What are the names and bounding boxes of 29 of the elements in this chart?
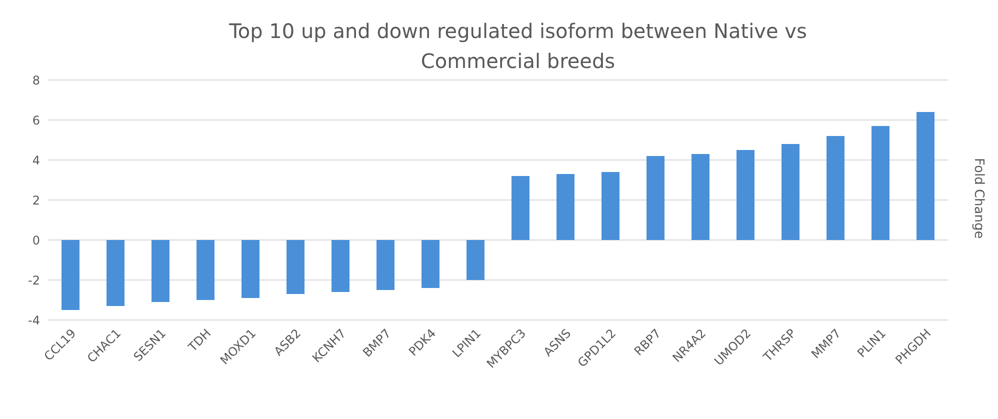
bar: [736, 150, 754, 240]
bar: [466, 240, 484, 280]
bar: [916, 112, 934, 240]
bar: [692, 154, 710, 240]
y-tick-label: 0: [32, 233, 40, 248]
y-tick-label: 8: [32, 73, 40, 88]
bar: [512, 176, 530, 240]
y-tick-label: -2: [28, 273, 40, 288]
bar: [106, 240, 124, 306]
bar: [242, 240, 260, 298]
bar: [376, 240, 394, 290]
bar: [556, 174, 574, 240]
bar: [826, 136, 844, 240]
bar: [196, 240, 214, 300]
bar: [286, 240, 304, 294]
bar: [872, 126, 890, 240]
bar: [646, 156, 664, 240]
bar: [62, 240, 80, 310]
y-tick-label: 4: [32, 153, 40, 168]
y-tick-label: 6: [32, 113, 40, 128]
chart-title: Top 10 up and down regulated isoform between Native vs Commercial breeds: [228, 18, 808, 75]
bar: [602, 172, 620, 240]
y-tick-label: -4: [28, 313, 40, 328]
bar: [422, 240, 440, 288]
y-axis-title: Fold Change: [971, 158, 986, 239]
bar: [332, 240, 350, 292]
bar: [782, 144, 800, 240]
y-tick-label: 2: [32, 193, 40, 208]
bar: [152, 240, 170, 302]
